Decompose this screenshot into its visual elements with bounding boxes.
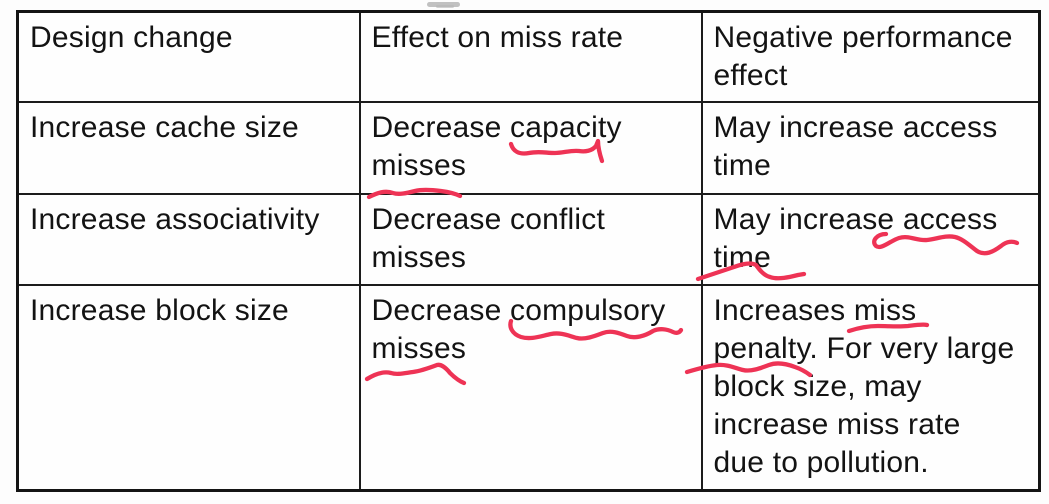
cell-design-change: Increase cache size [16, 101, 361, 195]
stray-smudge-mark-small [436, 5, 454, 8]
cell-miss-rate-effect: Decrease compulsory misses [358, 284, 703, 492]
table-row-increase-associativity: Increase associativity Decrease conflict… [16, 193, 1041, 286]
cell-negative-effect: May increase access time [700, 193, 1041, 286]
table-header-row: Design change Effect on miss rate Negati… [16, 10, 1041, 103]
cell-design-change: Increase block size [16, 284, 361, 492]
cell-design-change: Increase associativity [16, 193, 361, 286]
table-row-increase-cache-size: Increase cache size Decrease capacity mi… [16, 101, 1041, 195]
header-cell-design-change: Design change [16, 10, 361, 103]
header-cell-effect-miss-rate: Effect on miss rate [358, 10, 703, 103]
cell-negative-effect: May increase access time [700, 101, 1041, 195]
cell-miss-rate-effect: Decrease conflict misses [358, 193, 703, 286]
header-cell-negative-performance: Negative performance effect [700, 10, 1041, 103]
cell-negative-effect: Increases miss penalty. For very large b… [700, 284, 1041, 492]
stray-smudge-mark [427, 2, 460, 7]
cell-miss-rate-effect: Decrease capacity misses [358, 101, 703, 195]
cache-design-table: Design change Effect on miss rate Negati… [16, 10, 1041, 492]
table-row-increase-block-size: Increase block size Decrease compulsory … [16, 284, 1041, 492]
